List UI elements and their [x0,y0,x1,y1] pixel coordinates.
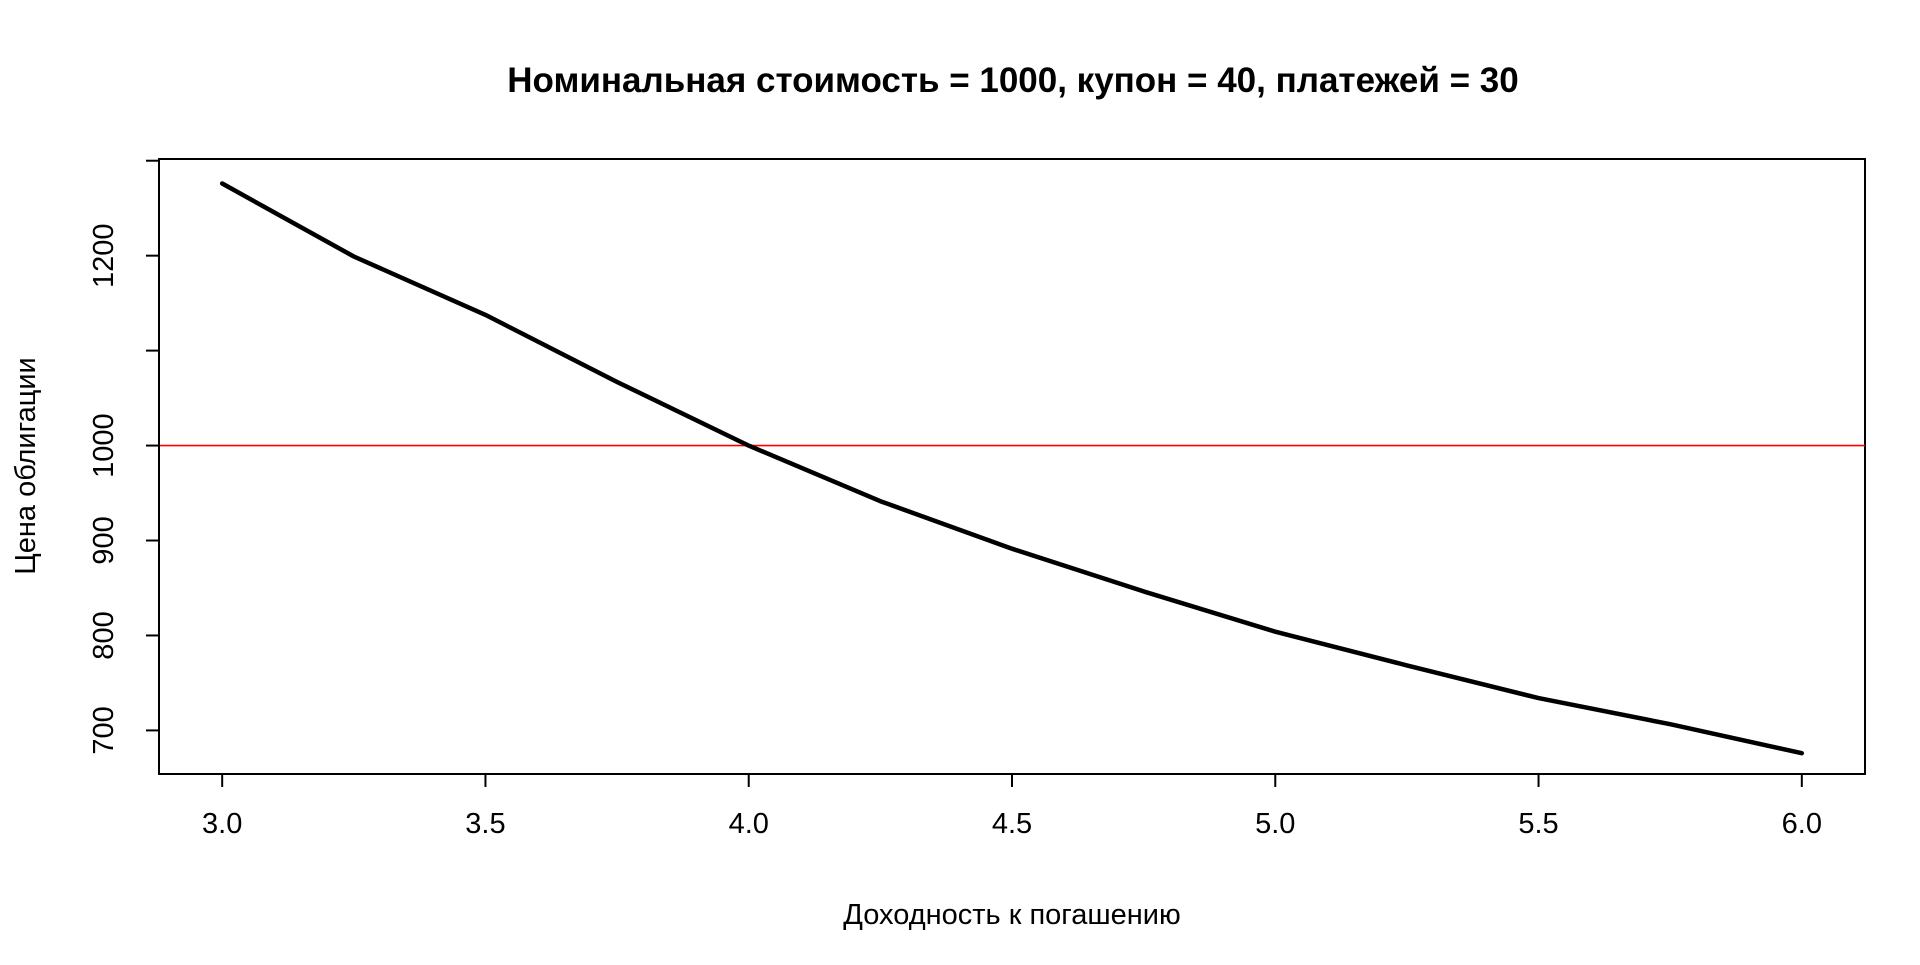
x-tick-label: 3.5 [465,808,505,840]
x-tick-label: 5.0 [1255,808,1295,840]
x-axis-title: Доходность к погашению [843,899,1180,931]
x-axis: 3.0 3.5 4.0 4.5 5.0 5.5 6.0 [202,773,1822,840]
series-lines [219,181,1805,756]
x-tick-label: 4.0 [729,808,769,840]
y-tick-label: 900 [88,516,120,564]
chart-title: Номинальная стоимость = 1000, купон = 40… [507,61,1518,100]
y-tick-label: 700 [88,706,120,754]
series-line-0 [219,181,1805,756]
x-tick-label: 4.5 [992,808,1032,840]
y-axis: 700 800 900 1000 1200 [88,159,160,755]
y-tick-label: 1200 [88,223,120,288]
y-axis-title: Цена облигации [10,357,42,574]
y-tick-label: 1000 [88,413,120,478]
plot-frame [158,158,1866,775]
y-tick-label: 800 [88,611,120,659]
x-tick-label: 6.0 [1782,808,1822,840]
x-tick-label: 5.5 [1518,808,1558,840]
x-tick-label: 3.0 [202,808,242,840]
